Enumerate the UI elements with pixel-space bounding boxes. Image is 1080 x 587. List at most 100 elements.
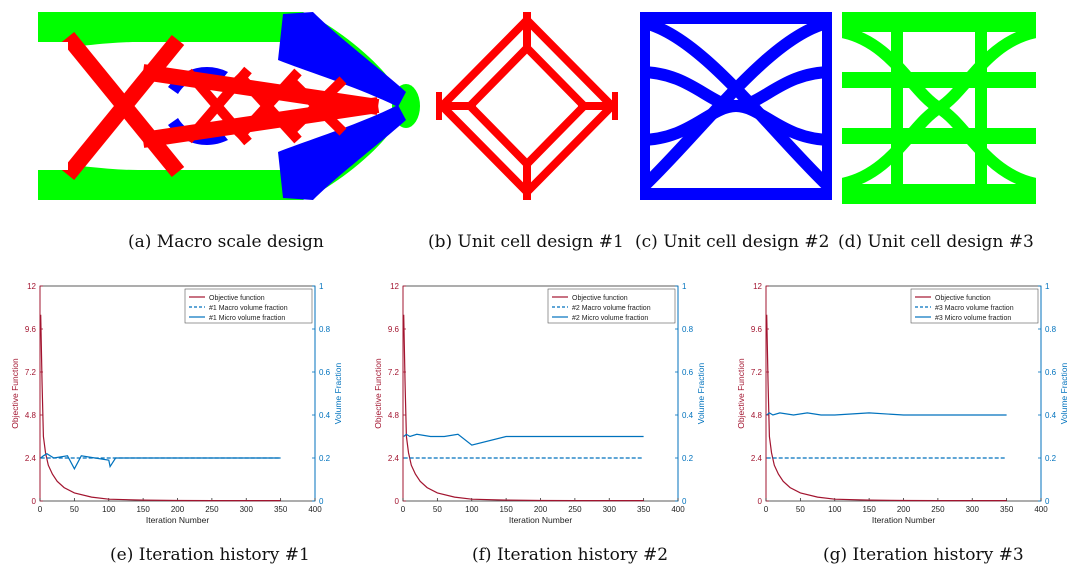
y2-tick-label: 1	[1045, 282, 1050, 291]
x-tick-label: 150	[862, 505, 876, 514]
x-axis-label: Iteration Number	[872, 515, 935, 525]
series-line-1	[40, 314, 281, 502]
caption-c: (c) Unit cell design #2	[635, 232, 830, 252]
x-tick-label: 250	[205, 505, 219, 514]
x-tick-label: 200	[897, 505, 911, 514]
series-line-3	[766, 412, 1007, 416]
y-tick-label: 12	[27, 282, 36, 291]
series-line-3	[403, 433, 644, 446]
x-tick-label: 100	[102, 505, 116, 514]
y2-tick-label: 0.2	[1045, 454, 1057, 463]
y-tick-label: 2.4	[751, 454, 763, 463]
x-tick-label: 200	[171, 505, 185, 514]
macro-scale-design	[38, 12, 422, 200]
caption-d: (d) Unit cell design #3	[838, 232, 1034, 252]
y2-axis-label: Volume Fraction	[1059, 363, 1069, 425]
x-tick-label: 150	[136, 505, 150, 514]
x-tick-label: 300	[240, 505, 254, 514]
x-axis-label: Iteration Number	[146, 515, 209, 525]
y-tick-label: 7.2	[388, 368, 400, 377]
x-tick-label: 100	[465, 505, 479, 514]
y2-tick-label: 0.8	[682, 325, 694, 334]
x-tick-label: 100	[828, 505, 842, 514]
y2-tick-label: 0.6	[319, 368, 331, 377]
unit-cell-design-2	[635, 12, 837, 200]
y-tick-label: 4.8	[751, 411, 763, 420]
y2-tick-label: 1	[319, 282, 324, 291]
caption-f: (f) Iteration history #2	[472, 545, 669, 565]
unit-cell-design-3	[840, 12, 1038, 204]
legend	[910, 288, 1039, 324]
y-tick-label: 0	[395, 497, 400, 506]
x-tick-label: 350	[637, 505, 651, 514]
caption-e: (e) Iteration history #1	[110, 545, 310, 565]
x-tick-label: 400	[1034, 505, 1048, 514]
legend-entry: Objective function	[572, 295, 628, 302]
x-tick-label: 0	[764, 505, 769, 514]
legend	[547, 288, 676, 324]
x-tick-label: 400	[671, 505, 685, 514]
legend-entry: #1 Micro volume fraction	[209, 315, 285, 322]
x-tick-label: 300	[603, 505, 617, 514]
legend-entry: Objective function	[935, 295, 991, 302]
y-tick-label: 12	[753, 282, 762, 291]
y2-tick-label: 0.6	[682, 368, 694, 377]
y2-tick-label: 0.4	[682, 411, 694, 420]
x-tick-label: 300	[966, 505, 980, 514]
series-line-1	[403, 314, 644, 502]
y-tick-label: 9.6	[751, 325, 763, 334]
x-tick-label: 400	[308, 505, 322, 514]
y-tick-label: 9.6	[25, 325, 37, 334]
y-tick-label: 9.6	[388, 325, 400, 334]
legend-entry: #1 Macro volume fraction	[209, 305, 288, 312]
y2-tick-label: 0.8	[1045, 325, 1057, 334]
legend-entry: #3 Macro volume fraction	[935, 305, 1014, 312]
y-tick-label: 4.8	[25, 411, 37, 420]
y-tick-label: 0	[758, 497, 763, 506]
x-tick-label: 50	[433, 505, 442, 514]
caption-g: (g) Iteration history #3	[823, 545, 1024, 565]
y-tick-label: 7.2	[751, 368, 763, 377]
y-tick-label: 12	[390, 282, 399, 291]
x-axis-label: Iteration Number	[509, 515, 572, 525]
x-tick-label: 350	[1000, 505, 1014, 514]
y2-tick-label: 0	[1045, 497, 1050, 506]
y-tick-label: 2.4	[25, 454, 37, 463]
y2-tick-label: 0.4	[319, 411, 331, 420]
x-tick-label: 50	[70, 505, 79, 514]
y2-tick-label: 0.8	[319, 325, 331, 334]
legend-entry: #2 Micro volume fraction	[572, 315, 648, 322]
y2-axis-label: Volume Fraction	[696, 363, 706, 425]
x-tick-label: 250	[568, 505, 582, 514]
legend-entry: #2 Macro volume fraction	[572, 305, 651, 312]
caption-a: (a) Macro scale design	[128, 232, 324, 252]
y-axis-label: Objective Function	[10, 358, 20, 429]
y2-tick-label: 0	[319, 497, 324, 506]
caption-b: (b) Unit cell design #1	[428, 232, 624, 252]
y2-tick-label: 0.6	[1045, 368, 1057, 377]
iteration-history-chart-1: 0 50 100 150 200 250 300 350 40002.44.87.29.6120…	[10, 282, 343, 525]
unit-cell-design-1	[436, 12, 618, 200]
legend	[184, 288, 313, 324]
y2-axis-label: Volume Fraction	[333, 363, 343, 425]
y-tick-label: 0	[32, 497, 37, 506]
x-tick-label: 350	[274, 505, 288, 514]
y-tick-label: 4.8	[388, 411, 400, 420]
y-axis-label: Objective Function	[373, 358, 383, 429]
x-tick-label: 150	[499, 505, 513, 514]
x-tick-label: 250	[931, 505, 945, 514]
x-tick-label: 50	[796, 505, 805, 514]
y2-tick-label: 1	[682, 282, 687, 291]
y2-tick-label: 0	[682, 497, 687, 506]
y2-tick-label: 0.4	[1045, 411, 1057, 420]
x-tick-label: 200	[534, 505, 548, 514]
legend-entry: #3 Micro volume fraction	[935, 315, 1011, 322]
iteration-history-chart-3: 0 50 100 150 200 250 300 350 40002.44.87.29.6120…	[736, 282, 1069, 525]
iteration-history-chart-2: 0 50 100 150 200 250 300 350 40002.44.87.29.6120…	[373, 282, 706, 525]
y-axis-label: Objective Function	[736, 358, 746, 429]
x-tick-label: 0	[38, 505, 43, 514]
x-tick-label: 0	[401, 505, 406, 514]
y2-tick-label: 0.2	[319, 454, 331, 463]
series-line-3	[40, 452, 281, 471]
legend-entry: Objective function	[209, 295, 265, 302]
